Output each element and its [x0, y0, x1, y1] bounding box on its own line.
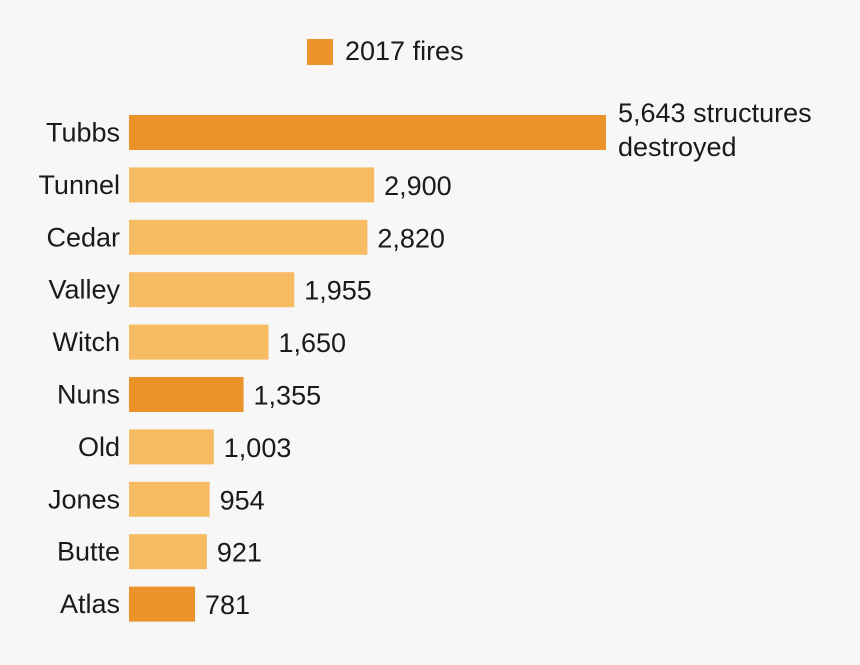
category-label-butte: Butte	[57, 537, 120, 567]
data-label-atlas: 781	[205, 590, 250, 620]
data-label-witch: 1,650	[278, 328, 346, 358]
data-label-tubbs: 5,643 structures destroyed	[618, 96, 812, 164]
bar-witch	[129, 324, 269, 360]
data-label-butte: 921	[217, 538, 262, 568]
bar-cedar	[129, 219, 368, 255]
legend-swatch	[307, 38, 333, 65]
category-label-atlas: Atlas	[60, 589, 120, 619]
bar-jones	[129, 481, 210, 517]
bar-atlas	[129, 586, 196, 622]
data-label-line-2: destroyed	[618, 132, 737, 162]
data-label-valley: 1,955	[304, 276, 372, 306]
category-label-tubbs: Tubbs	[46, 118, 120, 148]
data-label-nuns: 1,355	[254, 381, 322, 411]
bar-tubbs	[129, 115, 606, 150]
data-label-old: 1,003	[224, 433, 292, 463]
data-label-cedar: 2,820	[377, 223, 445, 253]
category-label-old: Old	[78, 432, 120, 462]
category-label-jones: Jones	[48, 484, 120, 514]
category-label-cedar: Cedar	[46, 222, 120, 252]
category-label-witch: Witch	[53, 327, 121, 357]
category-label-valley: Valley	[48, 275, 120, 305]
legend: 2017 fires	[307, 36, 464, 67]
bar-tunnel	[129, 167, 375, 203]
data-label-line-1: 5,643 structures	[618, 98, 812, 128]
data-label-tunnel: 2,900	[384, 171, 452, 201]
legend-label: 2017 fires	[345, 36, 464, 66]
category-label-tunnel: Tunnel	[38, 170, 120, 200]
category-label-nuns: Nuns	[57, 380, 120, 410]
bar-nuns	[129, 377, 244, 412]
bar-butte	[129, 534, 207, 570]
data-label-jones: 954	[220, 485, 265, 515]
bar-valley	[129, 272, 295, 308]
bar-old	[129, 429, 214, 465]
